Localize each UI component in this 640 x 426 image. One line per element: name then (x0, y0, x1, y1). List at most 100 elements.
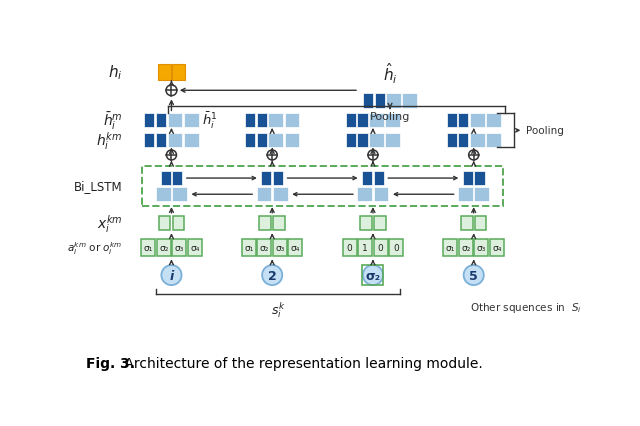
Bar (369, 134, 384, 148)
Bar (458, 114, 468, 128)
Bar (261, 172, 271, 186)
Text: σ₃: σ₃ (175, 243, 184, 252)
Bar (285, 134, 300, 148)
Text: $\hat{h}_i$: $\hat{h}_i$ (383, 61, 397, 86)
Bar (458, 134, 468, 148)
Bar (242, 239, 256, 256)
Bar (475, 216, 486, 230)
Text: $h_i$: $h_i$ (108, 63, 123, 82)
Bar (184, 114, 198, 128)
Bar (346, 134, 356, 148)
Text: i: i (170, 269, 173, 282)
Bar (157, 239, 171, 256)
Text: Other squences in  $S_i$: Other squences in $S_i$ (470, 300, 582, 314)
Circle shape (262, 265, 282, 285)
Bar (257, 134, 267, 148)
Bar (245, 134, 255, 148)
Bar (172, 65, 186, 81)
Bar (486, 134, 501, 148)
Text: Architecture of the representation learning module.: Architecture of the representation learn… (120, 356, 483, 370)
Bar (145, 114, 154, 128)
Bar (358, 114, 367, 128)
Circle shape (161, 265, 182, 285)
Text: Fig. 3.: Fig. 3. (86, 356, 135, 370)
Bar (168, 114, 182, 128)
Bar (374, 172, 384, 186)
Bar (172, 239, 186, 256)
Text: 0: 0 (394, 243, 399, 252)
Text: $\bar{h}_i^m$: $\bar{h}_i^m$ (103, 110, 123, 132)
Bar (385, 114, 400, 128)
Bar (447, 114, 457, 128)
Bar (374, 188, 388, 201)
Text: σ₂: σ₂ (461, 243, 470, 252)
Bar (386, 93, 401, 109)
Bar (346, 114, 356, 128)
Bar (259, 216, 271, 230)
Bar (273, 172, 283, 186)
Text: σ₁: σ₁ (143, 243, 153, 252)
Bar (358, 134, 367, 148)
Bar (374, 239, 388, 256)
Text: σ₄: σ₄ (291, 243, 300, 252)
Bar (168, 134, 182, 148)
Bar (389, 239, 403, 256)
Bar (188, 239, 202, 256)
Bar (184, 134, 198, 148)
Bar (257, 239, 271, 256)
Text: Bi_LSTM: Bi_LSTM (74, 180, 123, 193)
Text: σ₁: σ₁ (446, 243, 455, 252)
Text: σ₄: σ₄ (492, 243, 502, 252)
Bar (474, 188, 489, 201)
Text: σ₁: σ₁ (244, 243, 253, 252)
Bar (362, 172, 372, 186)
Bar (268, 134, 283, 148)
Text: $a_i^{km}$ or $o_i^{km}$: $a_i^{km}$ or $o_i^{km}$ (67, 239, 123, 256)
Bar (374, 216, 386, 230)
Bar (141, 239, 155, 256)
Bar (285, 114, 300, 128)
Bar (490, 239, 504, 256)
Circle shape (363, 265, 383, 285)
Bar (363, 93, 373, 109)
Bar (463, 172, 473, 186)
Bar (245, 114, 255, 128)
Bar (172, 188, 187, 201)
Bar (474, 239, 488, 256)
Bar (459, 239, 473, 256)
Bar (343, 239, 356, 256)
Bar (157, 65, 171, 81)
Bar (461, 216, 472, 230)
Text: σ₃: σ₃ (477, 243, 486, 252)
Bar (360, 216, 372, 230)
Circle shape (463, 265, 484, 285)
Text: σ₂: σ₂ (159, 243, 168, 252)
Bar (369, 114, 384, 128)
Bar (142, 166, 503, 206)
Bar (173, 216, 184, 230)
Bar (273, 216, 285, 230)
Text: σ₂: σ₂ (260, 243, 269, 252)
Text: Pooling: Pooling (525, 126, 563, 136)
Bar (458, 188, 473, 201)
Bar (444, 239, 458, 256)
Bar (385, 134, 400, 148)
Bar (156, 188, 171, 201)
Bar (172, 172, 182, 186)
Text: σ₃: σ₃ (275, 243, 285, 252)
Bar (156, 134, 166, 148)
Text: $h_i^{km}$: $h_i^{km}$ (96, 130, 123, 152)
Text: 0: 0 (378, 243, 383, 252)
Bar (273, 239, 287, 256)
Bar (403, 93, 417, 109)
Bar (447, 134, 457, 148)
Bar (257, 114, 267, 128)
Text: 5: 5 (469, 269, 478, 282)
Bar (374, 93, 385, 109)
Bar (289, 239, 303, 256)
Bar (358, 239, 372, 256)
Bar (358, 188, 372, 201)
Bar (486, 114, 501, 128)
Text: 2: 2 (268, 269, 276, 282)
Bar (268, 114, 283, 128)
